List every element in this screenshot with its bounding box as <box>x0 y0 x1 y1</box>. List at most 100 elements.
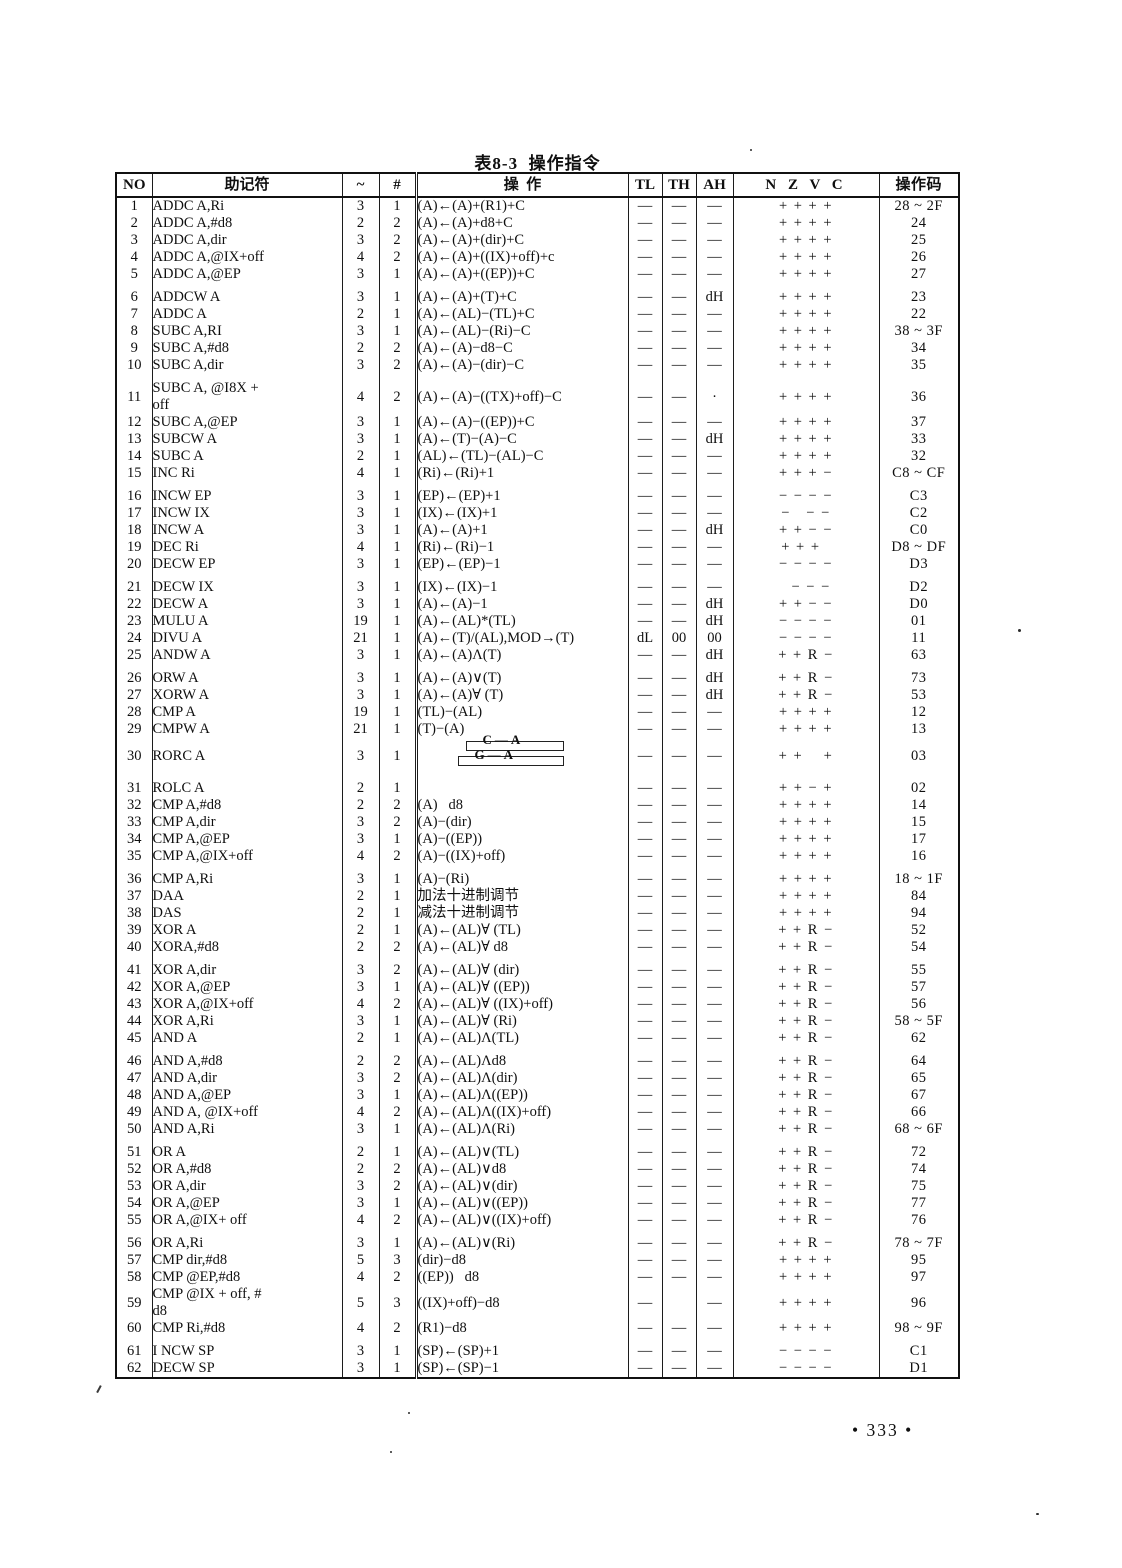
cell-ah-flag: — <box>695 249 733 266</box>
cell-no: 3 <box>115 232 152 249</box>
cell-th-flag: — <box>661 522 696 539</box>
cell-operation: (A)←(A)−1 <box>414 596 628 613</box>
cell-nzvc-flags: + + + + <box>732 871 879 888</box>
group-gap-row <box>115 573 960 579</box>
cell-no: 60 <box>115 1320 152 1337</box>
table-row: 2 ADDC A,#d8 2 2 (A)←(A)+d8+C — — — + + … <box>115 215 960 232</box>
cell-no: 10 <box>115 357 152 374</box>
cell-ah-flag: — <box>695 539 733 556</box>
cell-operation: (A)←(A)−(dir)−C <box>414 357 628 374</box>
cell-mnemonic <box>151 374 342 380</box>
cell-no: 39 <box>115 922 152 939</box>
cell-bytes: 2 <box>378 1178 416 1195</box>
cell-nzvc-flags: + + + + <box>732 721 879 738</box>
cell-nzvc-flags: + + R − <box>732 670 879 687</box>
cell-tl-flag: — <box>627 721 662 738</box>
cell-opcode: 57 <box>878 979 960 996</box>
cell-nzvc-flags: + + + <box>732 539 879 556</box>
cell-operation: (A)−(dir) <box>414 814 628 831</box>
cell-cycles: 4 <box>341 848 379 865</box>
cell-cycles: 4 <box>341 539 379 556</box>
cell-tl-flag: — <box>627 1252 662 1269</box>
cell-bytes: 2 <box>378 797 416 814</box>
cell-no: 61 <box>115 1343 152 1360</box>
cell-mnemonic: SUBC A,@EP <box>151 414 342 431</box>
cell-th-flag: — <box>661 613 696 630</box>
cell-mnemonic: OR A,#d8 <box>151 1161 342 1178</box>
table-row: 58 CMP @EP,#d8 4 2 ((EP)) d8 — — — + + +… <box>115 1269 960 1286</box>
cell-bytes <box>378 664 416 670</box>
cell-mnemonic <box>151 664 342 670</box>
rotate-diagram-bar: C—A <box>465 733 564 751</box>
cell-th-flag: — <box>661 922 696 939</box>
cell-bytes: 1 <box>378 306 416 323</box>
cell-ah-flag: — <box>695 721 733 738</box>
cell-nzvc-flags: − − − − <box>732 556 879 573</box>
cell-cycles: 3 <box>341 814 379 831</box>
cell-bytes: 1 <box>378 448 416 465</box>
col-header-nzvc: N Z V C <box>732 172 879 198</box>
cell-operation: (A)←(A)+(dir)+C <box>414 232 628 249</box>
cell-ah-flag: dH <box>695 289 733 306</box>
cell-ah-flag <box>695 956 733 962</box>
cell-opcode: 34 <box>878 340 960 357</box>
table-row: 26 ORW A 3 1 (A)←(A)∨(T) — — dH + + R − … <box>115 670 960 687</box>
cell-tl-flag: — <box>627 556 662 573</box>
cell-bytes: 1 <box>378 539 416 556</box>
cell-mnemonic: AND A <box>151 1030 342 1047</box>
cell-th-flag: — <box>661 488 696 505</box>
cell-nzvc-flags: + + + + <box>732 323 879 340</box>
cell-th-flag: — <box>661 888 696 905</box>
cell-mnemonic: DIVU A <box>151 630 342 647</box>
cell-operation <box>414 482 628 488</box>
cell-operation: (A)←(A)−((EP))+C <box>414 414 628 431</box>
cell-no: 8 <box>115 323 152 340</box>
cell-tl-flag <box>627 573 662 579</box>
col-header-tl: TL <box>627 172 662 198</box>
group-gap-row <box>115 865 960 871</box>
cell-th-flag: — <box>661 1030 696 1047</box>
cell-tl-flag: — <box>627 215 662 232</box>
table-row: 48 AND A,@EP 3 1 (A)←(AL)Λ((EP)) — — — +… <box>115 1087 960 1104</box>
cell-ah-flag: — <box>695 888 733 905</box>
cell-bytes: 2 <box>378 1161 416 1178</box>
cell-tl-flag: — <box>627 197 662 215</box>
cell-operation: C—A G—A <box>414 733 628 774</box>
cell-cycles: 3 <box>341 979 379 996</box>
cell-no: 53 <box>115 1178 152 1195</box>
cell-nzvc-flags: + + R − <box>732 1121 879 1138</box>
cell-operation: (A)←(AL)−(Ri)−C <box>414 323 628 340</box>
table-row: 54 OR A,@EP 3 1 (A)←(AL)∨((EP)) — — — + … <box>115 1195 960 1212</box>
cell-cycles: 3 <box>341 1195 379 1212</box>
cell-nzvc-flags: − − − − <box>732 613 879 630</box>
cell-operation <box>414 1138 628 1144</box>
col-header-th: TH <box>661 172 696 198</box>
cell-bytes: 2 <box>378 1320 416 1337</box>
cell-no: 1 <box>115 197 152 215</box>
cell-no: 52 <box>115 1161 152 1178</box>
cell-operation: (IX)←(IX)−1 <box>414 579 628 596</box>
cell-cycles: 3 <box>341 670 379 687</box>
cell-nzvc-flags: + + R − <box>732 1087 879 1104</box>
cell-ah-flag: — <box>695 831 733 848</box>
cell-tl-flag: — <box>627 939 662 956</box>
cell-th-flag: — <box>661 306 696 323</box>
cell-no <box>115 1047 152 1053</box>
cell-ah-flag: — <box>695 579 733 596</box>
cell-ah-flag: — <box>695 1269 733 1286</box>
cell-mnemonic: XORW A <box>151 687 342 704</box>
cell-cycles: 5 <box>341 1252 379 1269</box>
cell-ah-flag: 00 <box>695 630 733 647</box>
cell-opcode <box>878 1138 960 1144</box>
cell-cycles: 3 <box>341 687 379 704</box>
table-row: 12 SUBC A,@EP 3 1 (A)←(A)−((EP))+C — — —… <box>115 414 960 431</box>
cell-cycles: 3 <box>341 1235 379 1252</box>
cell-ah-flag: — <box>695 197 733 215</box>
cell-bytes: 1 <box>378 1121 416 1138</box>
cell-operation: (A)←(AL)∀ (TL) <box>414 922 628 939</box>
cell-tl-flag: — <box>627 414 662 431</box>
table-row: 30 RORC A 3 1 C—A G—A — — — + + + 03 <box>115 733 960 774</box>
cell-cycles: 3 <box>341 1343 379 1360</box>
table-row: 10 SUBC A,dir 3 2 (A)←(A)−(dir)−C — — — … <box>115 357 960 374</box>
cell-mnemonic: INCW A <box>151 522 342 539</box>
